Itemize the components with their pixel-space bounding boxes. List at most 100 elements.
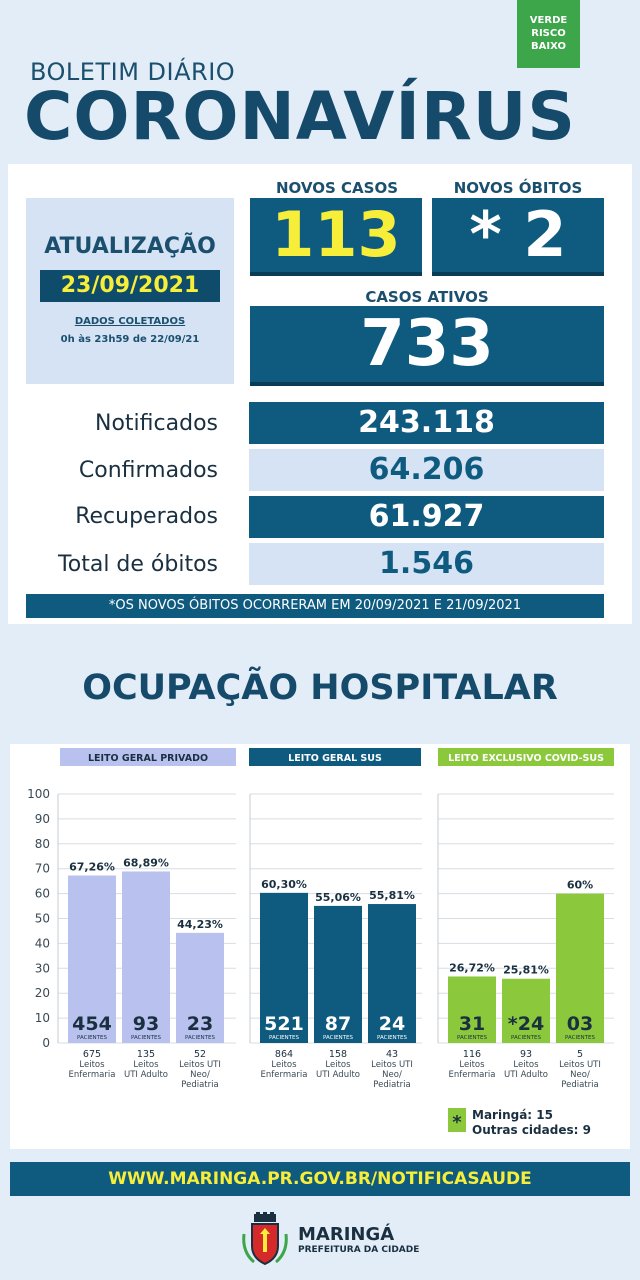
update-title: ATUALIZAÇÃO bbox=[44, 234, 216, 259]
group-header-bg bbox=[60, 748, 236, 766]
bar-category-line1: Leitos UTI bbox=[179, 1060, 221, 1070]
bar-patients-value: 454 bbox=[72, 1013, 112, 1035]
bar bbox=[260, 892, 308, 1043]
bar-patients-label: PACIENTES bbox=[457, 1035, 488, 1041]
collected-range: 0h às 23h59 de 22/09/21 bbox=[60, 334, 200, 345]
new-deaths-label: NOVOS ÓBITOS bbox=[453, 179, 583, 197]
y-tick-label: 10 bbox=[35, 1011, 50, 1025]
recovered-value: 61.927 bbox=[249, 496, 604, 538]
bar-category-line2: Enfermaria bbox=[449, 1070, 496, 1080]
new-cases-box: 113 bbox=[250, 198, 422, 276]
bar-category-line2: Neo/ bbox=[382, 1070, 402, 1080]
new-deaths-box: * 2 bbox=[432, 198, 604, 276]
group-header-bg bbox=[438, 748, 614, 766]
bar-patients-value: 93 bbox=[133, 1013, 159, 1035]
bar-percent-label: 26,72% bbox=[449, 961, 495, 974]
page-title: CORONAVÍRUS bbox=[24, 78, 576, 155]
bar-patients-label: PACIENTES bbox=[323, 1035, 354, 1041]
bar bbox=[448, 976, 496, 1043]
hospital-chart: 0 10 20 30 40 50 60 70 80 90 100 LEITO GERAL PRIVAD… bbox=[27, 748, 614, 1137]
y-tick-label: 20 bbox=[35, 986, 50, 1000]
bar bbox=[314, 905, 362, 1043]
y-tick-label: 30 bbox=[35, 961, 50, 975]
bar bbox=[502, 978, 550, 1043]
bar-percent-label: 55,81% bbox=[369, 889, 415, 902]
y-tick-label: 0 bbox=[42, 1036, 50, 1050]
bulletin-subtitle: BOLETIM DIÁRIO bbox=[30, 58, 236, 86]
bar-patients-value: 23 bbox=[187, 1013, 213, 1035]
bar-patients-label: PACIENTES bbox=[77, 1035, 108, 1041]
bar-beds-total: 158 bbox=[329, 1049, 347, 1060]
update-date: 23/09/2021 bbox=[40, 270, 220, 302]
bar-patients-value: 24 bbox=[379, 1013, 405, 1035]
city-coat-of-arms-icon bbox=[242, 1212, 288, 1266]
new-cases-value: 113 bbox=[271, 198, 401, 271]
bar-percent-label: 55,06% bbox=[315, 891, 361, 904]
bar-beds-total: 864 bbox=[275, 1049, 293, 1060]
bar-category-line2: Enfermaria bbox=[69, 1070, 116, 1080]
bar-percent-label: 67,26% bbox=[69, 861, 115, 874]
bar-patients-label: PACIENTES bbox=[377, 1035, 408, 1041]
bar-beds-total: 93 bbox=[520, 1049, 532, 1060]
footnote-line2: Outras cidades: 9 bbox=[472, 1123, 591, 1137]
bar-category-line2: UTI Adulto bbox=[504, 1070, 548, 1080]
bar-percent-label: 68,89% bbox=[123, 856, 169, 869]
group-header-bg bbox=[249, 748, 421, 766]
footnote-marker: * bbox=[452, 1112, 462, 1133]
active-cases-box: 733 bbox=[250, 306, 604, 386]
bar-category-line1: Leitos UTI bbox=[371, 1060, 413, 1070]
bar-percent-label: 44,23% bbox=[177, 918, 223, 931]
total-deaths-value: 1.546 bbox=[249, 543, 604, 585]
bar-patients-value: 521 bbox=[264, 1013, 304, 1035]
bar-patients-label: PACIENTES bbox=[185, 1035, 216, 1041]
bar-percent-label: 60,30% bbox=[261, 878, 307, 891]
bar-percent-label: 60% bbox=[567, 879, 593, 892]
notified-value: 243.118 bbox=[249, 402, 604, 444]
bar-category-line2: Enfermaria bbox=[261, 1070, 308, 1080]
group-header-title: LEITO EXCLUSIVO COVID-SUS bbox=[448, 753, 604, 764]
website-link[interactable]: WWW.MARINGA.PR.GOV.BR/NOTIFICASAUDE bbox=[10, 1162, 630, 1196]
bar-category-line1: Leitos bbox=[271, 1060, 297, 1070]
bar-category-line2: Neo/ bbox=[570, 1070, 590, 1080]
risk-badge: VERDE RISCO BAIXO bbox=[517, 0, 580, 68]
bar-category-line1: Leitos bbox=[325, 1060, 351, 1070]
bar-percent-label: 25,81% bbox=[503, 964, 549, 977]
bar-patients-label: PACIENTES bbox=[565, 1035, 596, 1041]
city-subtitle: PREFEITURA DA CIDADE bbox=[298, 1245, 420, 1255]
bar-beds-total: 52 bbox=[194, 1049, 206, 1060]
bar bbox=[556, 893, 604, 1043]
bar-category-line2: Neo/ bbox=[190, 1070, 210, 1080]
bar-category-line1: Leitos bbox=[133, 1060, 159, 1070]
recovered-label: Recuperados bbox=[75, 504, 218, 529]
bar-beds-total: 675 bbox=[83, 1049, 101, 1060]
bar bbox=[68, 875, 116, 1043]
bar-patients-value: 87 bbox=[325, 1013, 351, 1035]
notified-label: Notificados bbox=[95, 411, 218, 436]
collected-label: DADOS COLETADOS bbox=[74, 316, 186, 327]
total-deaths-label: Total de óbitos bbox=[58, 552, 218, 577]
bar bbox=[122, 871, 170, 1043]
new-cases-label: NOVOS CASOS bbox=[276, 179, 398, 197]
bar-category-line2: UTI Adulto bbox=[124, 1070, 168, 1080]
bar-category-line1: Leitos UTI bbox=[559, 1060, 601, 1070]
bar-beds-total: 135 bbox=[137, 1049, 155, 1060]
active-cases-label: CASOS ATIVOS bbox=[365, 288, 489, 306]
bar-category-line3: Pediatria bbox=[561, 1080, 598, 1090]
bar-patients-label: PACIENTES bbox=[131, 1035, 162, 1041]
active-cases-value: 733 bbox=[360, 307, 494, 381]
y-tick-label: 60 bbox=[35, 887, 50, 901]
bar-patients-label: PACIENTES bbox=[269, 1035, 300, 1041]
y-tick-label: 40 bbox=[35, 936, 50, 950]
deaths-note: *OS NOVOS ÓBITOS OCORRERAM EM 20/09/2021… bbox=[26, 594, 604, 618]
y-tick-label: 100 bbox=[27, 787, 50, 801]
group-header-title: LEITO GERAL PRIVADO bbox=[88, 753, 208, 764]
bar bbox=[176, 932, 224, 1043]
y-tick-label: 70 bbox=[35, 862, 50, 876]
bar-patients-value: 31 bbox=[459, 1013, 485, 1035]
y-tick-label: 80 bbox=[35, 837, 50, 851]
bar-category-line3: Pediatria bbox=[373, 1080, 410, 1090]
y-tick-label: 90 bbox=[35, 812, 50, 826]
hospital-title: OCUPAÇÃO HOSPITALAR bbox=[82, 668, 558, 708]
bar-category-line2: UTI Adulto bbox=[316, 1070, 360, 1080]
group-header-title: LEITO GERAL SUS bbox=[288, 753, 382, 764]
